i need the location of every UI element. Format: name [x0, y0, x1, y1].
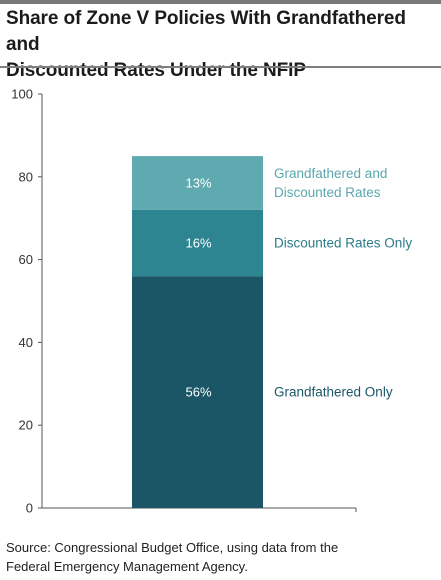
segment-value-label: 16% — [185, 236, 211, 251]
title-line-1: Share of Zone V Policies With Grandfathe… — [6, 8, 406, 55]
y-tick-label: 40 — [19, 335, 33, 350]
bar-segment — [132, 156, 263, 210]
y-tick-label: 80 — [19, 169, 33, 184]
axes: 0 20 40 60 80 100 — [11, 87, 357, 516]
y-tick-label: 20 — [19, 418, 33, 433]
y-tick-label: 100 — [11, 87, 33, 102]
top-rule — [0, 0, 441, 4]
y-tick-label: 60 — [19, 252, 33, 267]
source-line-1: Source: Congressional Budget Office, usi… — [6, 540, 339, 555]
bar-segments: 56% 16% 13% — [132, 156, 263, 508]
segment-annotation: Discounted Rates — [274, 185, 381, 200]
segment-value-label: 56% — [185, 385, 211, 400]
title-line-2: Discounted Rates Under the NFIP — [6, 60, 306, 81]
segment-annotations: Grandfathered Only Discounted Rates Only G… — [274, 166, 412, 400]
segment-annotation: Grandfathered and — [274, 166, 387, 181]
bar-segment — [132, 209, 263, 277]
bar-segment — [132, 276, 263, 508]
source-note: Source: Congressional Budget Office, usi… — [6, 538, 436, 576]
chart-title: Share of Zone V Policies With Grandfathe… — [6, 6, 436, 84]
segment-annotation: Discounted Rates Only — [274, 236, 412, 251]
stacked-bar-chart: 0 20 40 60 80 100 56% 16% 13% Grandfathered Onl… — [11, 87, 412, 516]
title-rule — [0, 66, 441, 68]
y-tick-label: 0 — [26, 501, 33, 516]
source-line-2: Federal Emergency Management Agency. — [6, 559, 248, 574]
segment-value-label: 13% — [185, 176, 211, 191]
segment-annotation: Grandfathered Only — [274, 385, 393, 400]
